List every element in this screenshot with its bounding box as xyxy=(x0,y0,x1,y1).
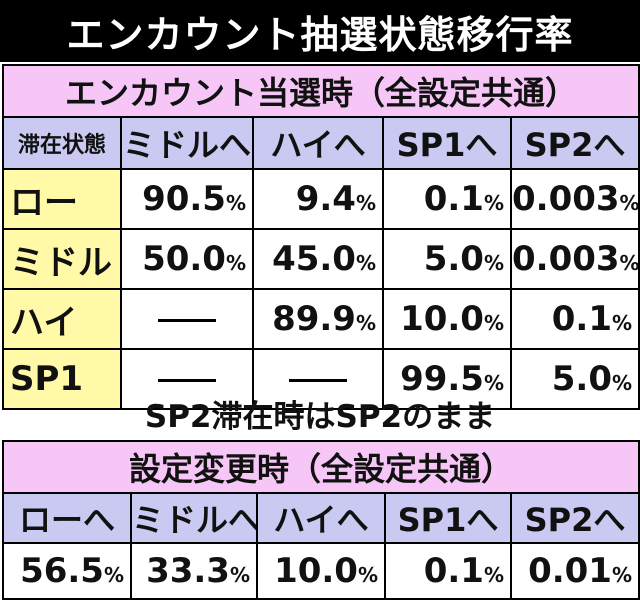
dash-mark xyxy=(158,319,216,322)
rate-cell: 0.1% xyxy=(509,288,640,350)
row-label: ハイ xyxy=(2,288,122,350)
column-header: SP2へ xyxy=(510,492,640,544)
column-header: ローへ xyxy=(2,492,132,544)
column-header: ミドルへ xyxy=(120,116,254,170)
rate-cell: 99.5% xyxy=(382,348,512,410)
empty-cell xyxy=(120,348,254,410)
rate-cell: 50.0% xyxy=(120,228,254,290)
row-label: SP1 xyxy=(2,348,122,410)
setting-change-table: 設定変更時（全設定共通） ローへ ミドルへ ハイへ SP1へ SP2へ 56.5… xyxy=(2,440,640,600)
rate-cell: 10.0% xyxy=(256,542,386,600)
rate-cell: 10.0% xyxy=(382,288,512,350)
encounter-table: エンカウント当選時（全設定共通） 滞在状態 ミドルへ ハイへ SP1へ SP2へ… xyxy=(1,64,640,410)
rate-cell: 90.5% xyxy=(120,168,254,230)
rate-cell: 45.0% xyxy=(252,228,384,290)
page-title: エンカウント抽選状態移行率 xyxy=(0,0,640,62)
column-header: ミドルへ xyxy=(130,492,258,544)
table-row: ミドル 50.0% 45.0% 5.0% 0.003% xyxy=(2,228,640,290)
column-header: SP1へ xyxy=(384,492,512,544)
table-row: SP1 99.5% 5.0% xyxy=(2,348,640,410)
row-label: ミドル xyxy=(2,228,122,290)
rate-cell: 0.1% xyxy=(382,168,512,230)
rate-cell: 0.1% xyxy=(384,542,512,600)
dash-mark xyxy=(158,379,216,382)
column-header: ハイへ xyxy=(252,116,384,170)
row-label: ロー xyxy=(2,168,122,230)
section-heading-setting-change: 設定変更時（全設定共通） xyxy=(2,440,640,494)
rate-cell: 9.4% xyxy=(252,168,384,230)
empty-cell xyxy=(252,348,384,410)
table-row: ロー 90.5% 9.4% 0.1% 0.003% xyxy=(2,168,640,230)
rate-cell: 89.9% xyxy=(252,288,384,350)
sp2-note: SP2滞在時はSP2のまま xyxy=(144,398,496,435)
column-header: SP2へ xyxy=(509,116,640,170)
rate-cell: 56.5% xyxy=(2,542,132,600)
rate-cell: 5.0% xyxy=(382,228,512,290)
column-header: SP1へ xyxy=(382,116,512,170)
table-row: ハイ 89.9% 10.0% 0.1% xyxy=(2,288,640,350)
dash-mark xyxy=(289,379,347,382)
rate-cell: 0.003% xyxy=(509,228,640,290)
rate-cell: 0.003% xyxy=(509,168,640,230)
corner-label: 滞在状態 xyxy=(2,116,122,170)
rate-cell: 5.0% xyxy=(509,348,640,410)
section-heading-encounter: エンカウント当選時（全設定共通） xyxy=(1,64,640,118)
column-header: ハイへ xyxy=(256,492,386,544)
empty-cell xyxy=(120,288,254,350)
